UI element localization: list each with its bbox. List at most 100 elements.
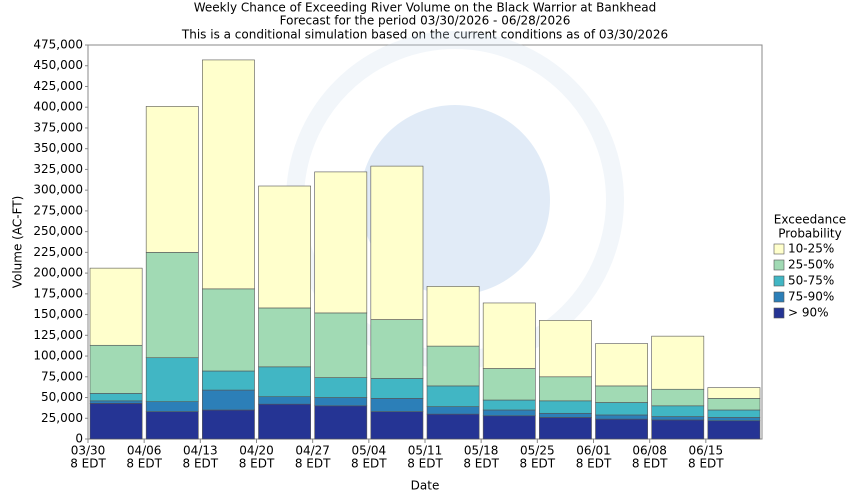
x-tick-label: 05/11 bbox=[408, 444, 443, 458]
bar-segment bbox=[595, 343, 648, 387]
y-tick-label: 250,000 bbox=[33, 224, 83, 238]
bar-segment bbox=[314, 397, 368, 407]
bar-segment bbox=[426, 345, 480, 387]
bar-segment bbox=[595, 385, 648, 403]
y-tick-label: 275,000 bbox=[33, 203, 83, 217]
x-tick-sublabel: 8 EDT bbox=[70, 457, 106, 471]
y-tick-label: 200,000 bbox=[33, 266, 83, 280]
legend-swatch bbox=[773, 307, 785, 319]
x-tick-sublabel: 8 EDT bbox=[463, 457, 499, 471]
y-tick-label: 400,000 bbox=[33, 100, 83, 114]
bar-segment bbox=[370, 411, 424, 440]
bar-segment bbox=[89, 344, 143, 394]
bar-segment bbox=[651, 335, 705, 390]
bar-segment bbox=[314, 171, 368, 314]
bar-segment bbox=[370, 378, 424, 399]
bar-segment bbox=[426, 385, 480, 407]
legend-label: 10-25% bbox=[788, 242, 834, 256]
bar-segment bbox=[314, 377, 368, 398]
y-tick-label: 325,000 bbox=[33, 162, 83, 176]
bar-segment bbox=[258, 366, 311, 397]
legend-swatch bbox=[773, 291, 785, 303]
x-axis-label: Date bbox=[411, 479, 440, 493]
y-tick-label: 125,000 bbox=[33, 328, 83, 342]
y-axis-label: Volume (AC-FT) bbox=[11, 196, 25, 289]
x-tick-label: 03/30 bbox=[71, 444, 106, 458]
bar-segment bbox=[145, 106, 199, 253]
bar-segment bbox=[539, 400, 592, 414]
bar-segment bbox=[314, 312, 368, 378]
bar-segment bbox=[651, 405, 705, 417]
x-tick-sublabel: 8 EDT bbox=[126, 457, 162, 471]
legend-label: 50-75% bbox=[788, 274, 834, 288]
bar-segment bbox=[595, 402, 648, 416]
bar-segment bbox=[539, 376, 592, 402]
x-tick-sublabel: 8 EDT bbox=[407, 457, 443, 471]
y-tick-label: 425,000 bbox=[33, 79, 83, 93]
plot-area bbox=[87, 44, 763, 440]
bar-segment bbox=[539, 417, 592, 440]
bar-segment bbox=[707, 409, 761, 418]
bar-segment bbox=[426, 286, 480, 347]
y-tick-label: 150,000 bbox=[33, 307, 83, 321]
bar-segment bbox=[482, 409, 536, 417]
bar-segment bbox=[89, 267, 143, 346]
bar-segment bbox=[89, 403, 143, 440]
bar-segment bbox=[482, 302, 536, 369]
bar-segment bbox=[202, 389, 255, 411]
bar-segment bbox=[258, 185, 311, 309]
x-tick-sublabel: 8 EDT bbox=[576, 457, 612, 471]
bar-segment bbox=[651, 419, 705, 440]
bar-segment bbox=[258, 307, 311, 368]
bar-segment bbox=[202, 409, 255, 440]
y-tick-label: 375,000 bbox=[33, 120, 83, 134]
bar-segment bbox=[426, 413, 480, 440]
y-tick-label: 300,000 bbox=[33, 183, 83, 197]
y-tick-label: 100,000 bbox=[33, 349, 83, 363]
bar-segment bbox=[595, 418, 648, 440]
bar-segment bbox=[145, 401, 199, 412]
x-tick-label: 05/18 bbox=[464, 444, 499, 458]
x-tick-sublabel: 8 EDT bbox=[632, 457, 668, 471]
y-tick-label: 50,000 bbox=[41, 390, 83, 404]
x-tick-sublabel: 8 EDT bbox=[295, 457, 331, 471]
x-tick-sublabel: 8 EDT bbox=[520, 457, 556, 471]
chart-subtitle: This is a conditional simulation based o… bbox=[181, 28, 668, 42]
y-tick-label: 175,000 bbox=[33, 286, 83, 300]
bar-segment bbox=[595, 414, 648, 420]
bar-segment bbox=[89, 400, 143, 404]
x-tick-sublabel: 8 EDT bbox=[351, 457, 387, 471]
bar-segment bbox=[539, 412, 592, 418]
legend-title: Exceedance bbox=[774, 213, 846, 227]
x-tick-sublabel: 8 EDT bbox=[688, 457, 724, 471]
legend-label: 25-50% bbox=[788, 258, 834, 272]
bar-segment bbox=[145, 357, 199, 402]
bar-segment bbox=[202, 370, 255, 391]
x-tick-label: 04/13 bbox=[183, 444, 218, 458]
bar-segment bbox=[707, 398, 761, 411]
bar-segment bbox=[202, 59, 255, 290]
bar-segment bbox=[482, 415, 536, 440]
chart-subtitle: Forecast for the period 03/30/2026 - 06/… bbox=[280, 14, 571, 28]
x-tick-label: 04/06 bbox=[127, 444, 162, 458]
bar-segment bbox=[707, 420, 761, 440]
x-tick-label: 06/08 bbox=[632, 444, 667, 458]
bar-segment bbox=[202, 288, 255, 372]
legend-swatch bbox=[773, 275, 785, 287]
y-tick-label: 450,000 bbox=[33, 58, 83, 72]
legend-swatch bbox=[773, 243, 785, 255]
y-tick-label: 350,000 bbox=[33, 141, 83, 155]
bar-segment bbox=[145, 411, 199, 440]
x-tick-sublabel: 8 EDT bbox=[239, 457, 275, 471]
chart-title: Weekly Chance of Exceeding River Volume … bbox=[194, 1, 656, 15]
bar-segment bbox=[89, 393, 143, 402]
legend-swatch bbox=[773, 259, 785, 271]
legend-label: > 90% bbox=[788, 306, 829, 320]
x-tick-label: 06/15 bbox=[689, 444, 724, 458]
x-tick-label: 06/01 bbox=[576, 444, 611, 458]
x-tick-label: 05/25 bbox=[520, 444, 555, 458]
bar-segment bbox=[258, 403, 311, 440]
bar-segment bbox=[707, 417, 761, 422]
bar-segment bbox=[482, 368, 536, 401]
